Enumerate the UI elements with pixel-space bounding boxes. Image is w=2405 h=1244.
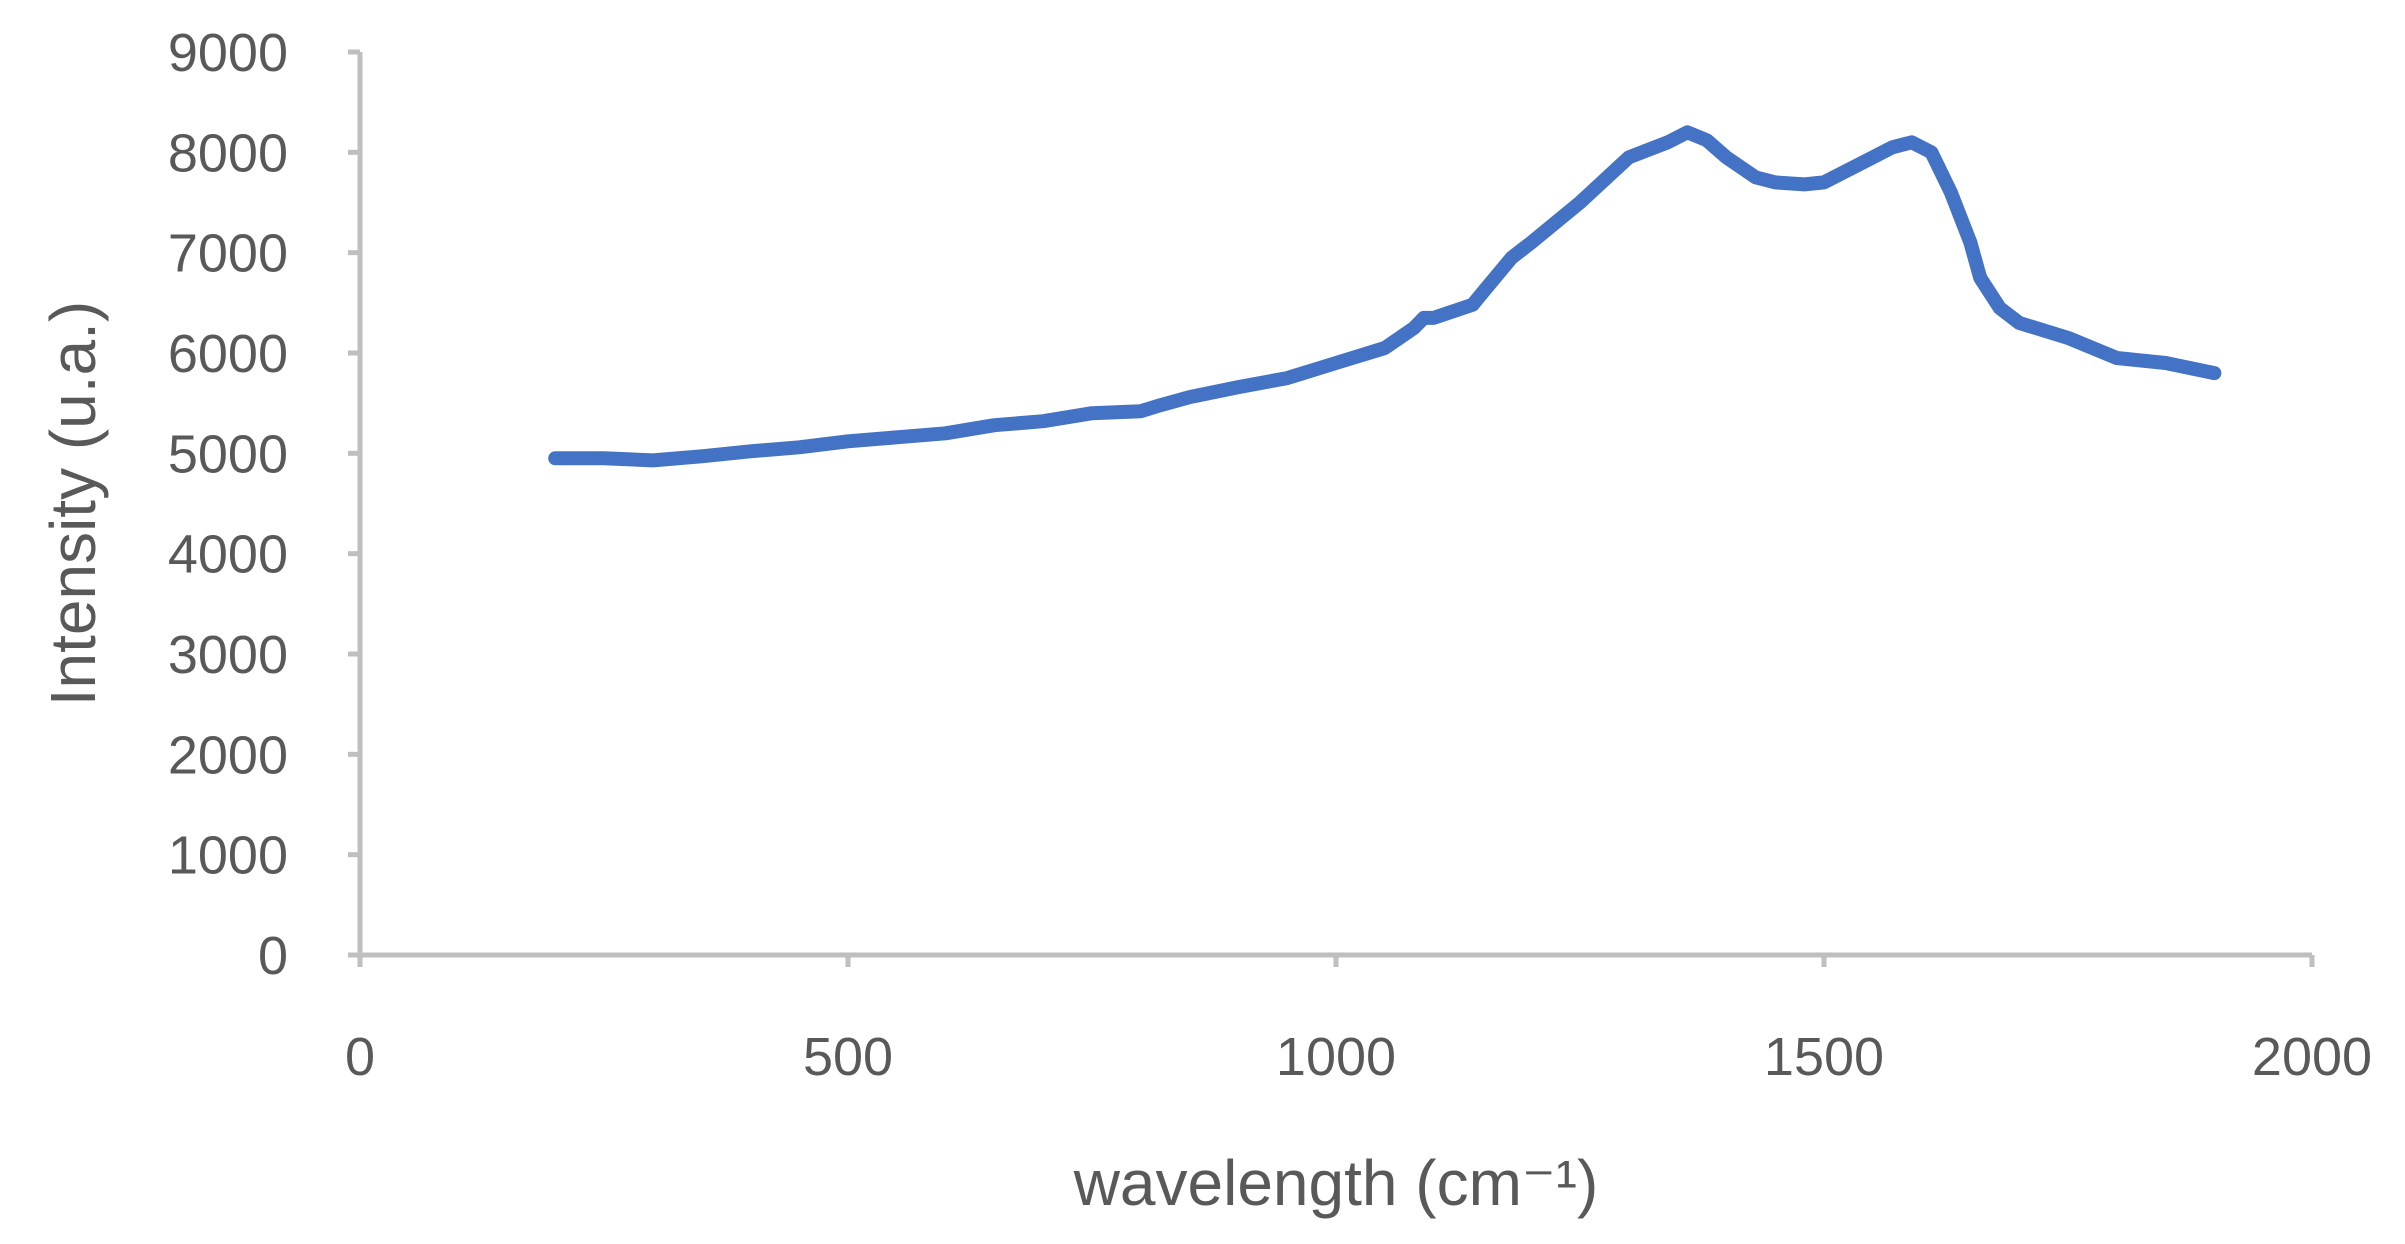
y-tick-label: 2000 xyxy=(168,725,288,785)
x-tick-label: 1500 xyxy=(1764,1027,1884,1087)
y-tick-label: 0 xyxy=(258,926,288,986)
y-tick-label: 1000 xyxy=(168,826,288,886)
y-tick-label: 6000 xyxy=(168,324,288,384)
x-axis-ticks: 0 500 1000 1500 2000 xyxy=(345,955,2372,1087)
y-tick-label: 4000 xyxy=(168,525,288,585)
x-tick-label: 0 xyxy=(345,1027,375,1087)
x-axis-title: wavelength (cm⁻¹) xyxy=(1073,1147,1599,1219)
y-tick-label: 5000 xyxy=(168,424,288,484)
y-axis-title: Intensity (u.a.) xyxy=(37,301,109,707)
y-tick-label: 8000 xyxy=(168,123,288,183)
x-tick-label: 2000 xyxy=(2252,1027,2372,1087)
y-tick-label: 9000 xyxy=(168,23,288,83)
series-line xyxy=(548,125,2222,468)
y-tick-label: 3000 xyxy=(168,625,288,685)
x-tick-label: 1000 xyxy=(1276,1027,1396,1087)
x-tick-label: 500 xyxy=(803,1027,893,1087)
y-tick-label: 7000 xyxy=(168,224,288,284)
y-axis-ticks: 0 1000 2000 3000 4000 5000 6000 7000 8000 9000 xyxy=(168,23,360,986)
